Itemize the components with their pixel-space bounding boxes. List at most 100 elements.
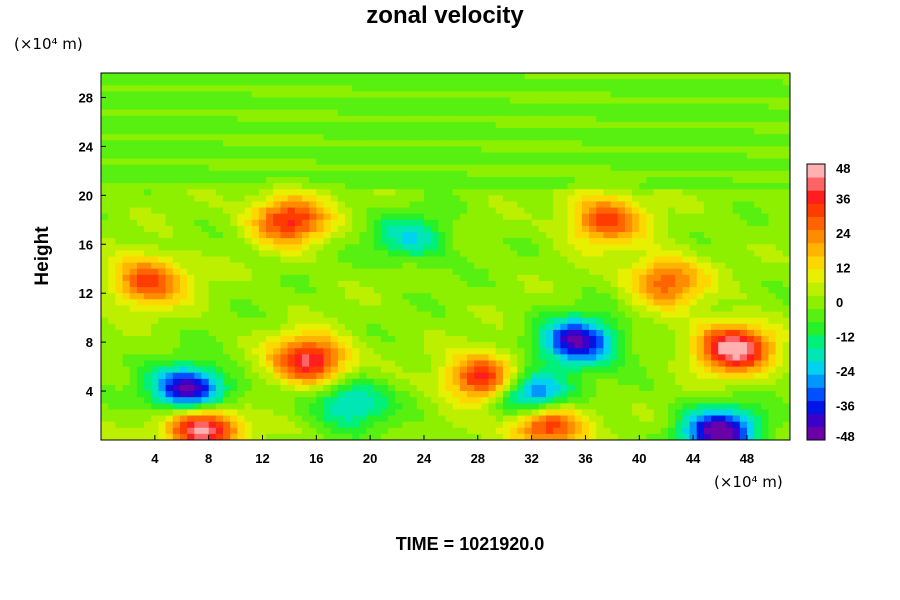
field-cell — [165, 323, 174, 331]
field-cell — [416, 152, 425, 160]
field-cell — [179, 134, 188, 141]
field-cell — [603, 158, 612, 166]
field-cell — [617, 274, 626, 282]
field-cell — [316, 158, 325, 166]
field-cell — [237, 287, 246, 294]
field-cell — [438, 293, 447, 300]
field-cell — [280, 329, 289, 337]
field-cell — [287, 164, 296, 172]
field-cell — [567, 201, 576, 209]
field-cell — [359, 103, 368, 111]
field-cell — [194, 146, 203, 154]
field-cell — [581, 164, 590, 172]
field-cell — [495, 317, 504, 325]
field-cell — [445, 201, 454, 209]
field-cell — [258, 262, 267, 270]
field-cell — [345, 73, 353, 80]
field-cell — [617, 317, 626, 325]
field-cell — [675, 97, 683, 105]
field-cell — [309, 256, 317, 264]
field-cell — [409, 256, 418, 264]
field-cell — [230, 164, 238, 172]
field-cell — [409, 287, 418, 294]
field-cell — [337, 378, 346, 386]
field-cell — [165, 366, 174, 374]
field-cell — [172, 311, 181, 319]
field-cell — [775, 225, 784, 233]
field-cell — [689, 280, 698, 288]
field-cell — [144, 354, 152, 362]
field-cell — [165, 238, 174, 245]
field-cell — [251, 164, 260, 172]
field-cell — [488, 311, 497, 319]
field-cell — [581, 384, 590, 392]
field-cell — [194, 189, 203, 196]
field-cell — [653, 225, 662, 233]
field-cell — [409, 152, 418, 160]
field-cell — [581, 97, 590, 105]
field-cell — [388, 256, 396, 264]
field-cell — [165, 342, 174, 349]
field-cell — [746, 85, 755, 92]
field-cell — [309, 91, 317, 99]
field-cell — [280, 134, 289, 141]
field-cell — [223, 323, 231, 331]
field-cell — [273, 91, 282, 99]
field-cell — [510, 207, 518, 215]
field-cell — [223, 287, 231, 294]
field-cell — [610, 262, 619, 270]
field-cell — [172, 121, 181, 129]
field-cell — [675, 140, 683, 147]
field-cell — [531, 293, 540, 300]
field-cell — [531, 146, 540, 154]
field-cell — [495, 262, 504, 270]
field-cell — [474, 195, 482, 203]
field-cell — [294, 232, 303, 239]
field-cell — [646, 360, 655, 368]
field-cell — [273, 299, 282, 307]
field-cell — [560, 85, 569, 92]
field-cell — [510, 146, 518, 154]
field-cell — [359, 232, 368, 239]
field-cell — [201, 225, 210, 233]
field-cell — [287, 73, 296, 80]
field-cell — [323, 360, 332, 368]
field-cell — [495, 250, 504, 258]
field-cell — [682, 158, 691, 166]
field-cell — [459, 85, 468, 92]
field-cell — [646, 219, 655, 227]
field-cell — [352, 262, 360, 270]
field-cell — [402, 201, 411, 209]
field-cell — [301, 311, 310, 319]
field-cell — [187, 287, 195, 294]
field-cell — [610, 305, 619, 313]
field-cell — [223, 91, 231, 99]
field-cell — [768, 354, 777, 362]
field-cell — [108, 384, 116, 392]
field-cell — [380, 232, 389, 239]
field-cell — [703, 329, 712, 337]
field-cell — [775, 299, 784, 307]
field-cell — [431, 274, 439, 282]
field-cell — [431, 219, 439, 227]
field-cell — [782, 207, 790, 215]
field-cell — [603, 152, 612, 160]
field-cell — [596, 323, 604, 331]
field-cell — [524, 201, 533, 209]
field-cell — [445, 79, 454, 86]
field-cell — [632, 378, 640, 386]
field-cell — [431, 293, 439, 300]
field-cell — [122, 146, 131, 154]
field-cell — [445, 360, 454, 368]
field-cell — [345, 134, 353, 141]
field-cell — [624, 256, 633, 264]
field-cell — [632, 329, 640, 337]
field-cell — [775, 262, 784, 270]
field-cell — [366, 311, 375, 319]
field-cell — [545, 152, 554, 160]
field-cell — [560, 183, 569, 190]
field-cell — [373, 299, 382, 307]
field-cell — [280, 152, 289, 160]
field-cell — [423, 152, 432, 160]
field-cell — [495, 140, 504, 147]
